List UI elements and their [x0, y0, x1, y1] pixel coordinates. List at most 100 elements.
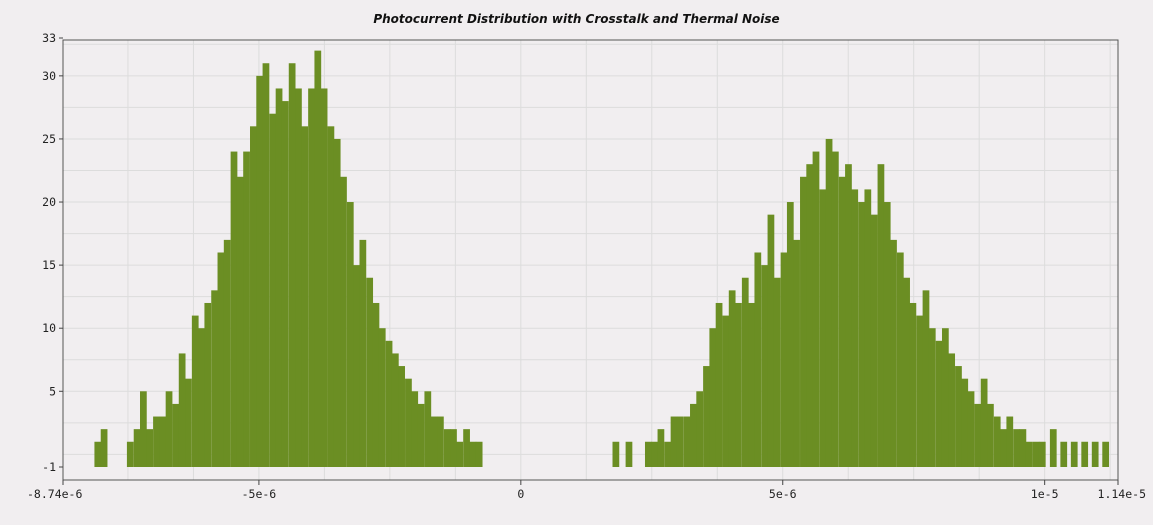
- histogram-bar: [288, 63, 296, 468]
- x-tick-label: -5e-6: [242, 487, 277, 501]
- histogram-bar: [256, 75, 264, 467]
- histogram-bar: [683, 416, 691, 467]
- histogram-bar: [133, 429, 141, 467]
- histogram-bar: [845, 164, 852, 467]
- histogram-bar: [1060, 441, 1068, 467]
- histogram-bar: [651, 441, 658, 467]
- histogram-bar: [955, 366, 962, 467]
- histogram-bar: [94, 441, 102, 467]
- histogram-bar: [896, 252, 904, 467]
- histogram-bar: [773, 277, 781, 467]
- histogram-bar: [741, 277, 749, 467]
- histogram-bar: [223, 239, 231, 467]
- histogram-bar: [987, 403, 994, 467]
- histogram-bar: [883, 202, 891, 467]
- histogram-bar: [1049, 429, 1057, 467]
- y-tick-label: 25: [42, 132, 56, 146]
- histogram-bar: [935, 340, 943, 467]
- histogram-bar: [825, 138, 833, 467]
- histogram-bar: [1019, 429, 1027, 467]
- histogram-bar: [391, 353, 399, 467]
- histogram-bar: [385, 340, 393, 467]
- histogram-bar: [340, 176, 347, 468]
- histogram-bar: [644, 441, 652, 467]
- histogram-bar: [974, 403, 982, 467]
- histogram-bar: [851, 189, 859, 467]
- histogram-bar: [353, 265, 360, 467]
- histogram-bar: [165, 391, 173, 467]
- histogram-bar: [469, 441, 477, 467]
- histogram-bar: [281, 101, 289, 467]
- y-tick-label: 10: [42, 321, 56, 335]
- histogram-bar: [903, 277, 910, 467]
- histogram-bar: [800, 176, 807, 468]
- y-tick-label: 20: [42, 195, 56, 209]
- histogram-bar: [191, 315, 199, 467]
- plot-frame: [62, 39, 1119, 481]
- y-tick-label: 30: [42, 69, 56, 83]
- histogram-bar: [366, 277, 374, 467]
- histogram-bar: [838, 176, 846, 468]
- histogram-bar: [967, 391, 975, 467]
- histogram-bar: [864, 189, 872, 467]
- histogram-bar: [890, 239, 897, 467]
- histogram-bar: [767, 214, 775, 467]
- histogram-bar: [625, 441, 633, 467]
- y-tick-label: 33: [42, 31, 56, 45]
- histogram-bar: [178, 353, 186, 467]
- histogram-bar: [172, 403, 180, 467]
- histogram-bar: [696, 391, 704, 467]
- histogram-bar: [236, 176, 244, 468]
- histogram-bar: [780, 252, 788, 467]
- histogram-bar: [417, 403, 425, 467]
- x-tick-label: 5e-6: [769, 487, 797, 501]
- histogram-bar: [916, 315, 924, 467]
- histogram-bar: [437, 416, 444, 467]
- chart-title: Photocurrent Distribution with Crosstalk…: [373, 12, 780, 26]
- histogram-bar: [314, 50, 322, 468]
- histogram-bar: [812, 151, 820, 467]
- bars: [94, 50, 1110, 468]
- histogram-bar: [243, 151, 250, 467]
- histogram-bar: [443, 429, 451, 467]
- histogram-bar: [126, 441, 134, 467]
- histogram-bar: [372, 302, 380, 467]
- histogram-bar: [463, 429, 470, 467]
- histogram-bar: [204, 302, 212, 467]
- histogram-bar: [153, 416, 160, 467]
- histogram-bar: [185, 378, 192, 467]
- histogram-bar: [320, 88, 328, 467]
- histogram-bar: [735, 302, 742, 467]
- histogram-bar: [275, 88, 283, 467]
- histogram-bar: [217, 252, 225, 467]
- histogram-bar: [346, 202, 354, 467]
- x-tick-label: 1.14e-5: [1098, 487, 1146, 501]
- histogram-bar: [761, 265, 769, 467]
- histogram-bar: [877, 164, 885, 467]
- histogram-bar: [1091, 441, 1099, 467]
- histogram-bar: [398, 366, 405, 467]
- histogram-bar: [430, 416, 438, 467]
- histogram-bar: [333, 138, 341, 467]
- histogram-bar: [450, 429, 457, 467]
- histogram-bar: [941, 328, 949, 467]
- histogram-bar: [308, 88, 315, 467]
- histogram-bar: [703, 366, 710, 467]
- axes: -1 5 10 15 20 25 30 33 -8.74e-6 -5e-6 0 5e-6 1e-5 1.1…: [27, 31, 1146, 501]
- histogram-bar: [1102, 441, 1110, 467]
- histogram-bar: [690, 403, 697, 467]
- histogram-bar: [993, 416, 1001, 467]
- histogram-bar: [709, 328, 717, 467]
- histogram-bar: [475, 441, 483, 467]
- histogram-bar: [230, 151, 238, 467]
- histogram-bar: [1032, 441, 1040, 467]
- histogram-bar: [250, 126, 257, 467]
- histogram-bar: [211, 290, 218, 467]
- histogram-bar: [359, 239, 367, 467]
- histogram-bar: [1070, 441, 1078, 467]
- histogram-bar: [909, 302, 917, 467]
- histogram-bar: [1013, 429, 1020, 467]
- y-tick-label: 15: [42, 258, 56, 272]
- histogram-bar: [806, 164, 814, 467]
